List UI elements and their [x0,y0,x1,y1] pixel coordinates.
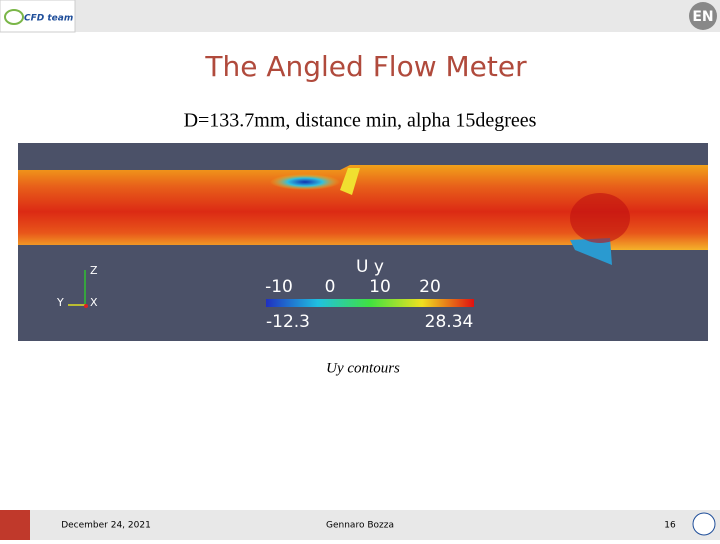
logo-text: CFD team [24,14,73,24]
title: The Angled Flow Meter [204,50,527,83]
scale-min: -12.3 [266,312,310,332]
header-bar [75,0,720,32]
pipe [18,165,708,250]
subtitle: D=133.7mm, distance min, alpha 15degrees [184,110,537,132]
badge-text: EN [692,9,713,25]
color-bar [266,299,474,307]
footer-bar [0,510,720,540]
footer-accent [0,510,30,540]
caption: Uy contours [326,360,400,376]
scale-max: 28.34 [425,312,474,332]
logo-box [0,0,76,33]
vortex [270,174,340,190]
scale-tick: -10 [265,277,293,297]
footer-date: December 24, 2021 [61,521,151,531]
scale-tick: 10 [369,277,391,297]
axis-label: Y [56,296,64,309]
axis-origin [84,304,88,308]
badge [689,2,717,30]
axis-label: X [90,296,98,309]
axis-label: Z [90,264,98,277]
step [340,168,360,195]
step [570,238,612,265]
footer-author: Gennaro Bozza [326,521,394,531]
logo-mark [4,9,24,25]
scale-tick: 20 [419,277,441,297]
scale-tick: 0 [325,277,336,297]
hotspot [570,193,630,243]
footer-logo [692,512,716,536]
page-number: 16 [664,521,676,531]
variable: U y [356,257,384,277]
